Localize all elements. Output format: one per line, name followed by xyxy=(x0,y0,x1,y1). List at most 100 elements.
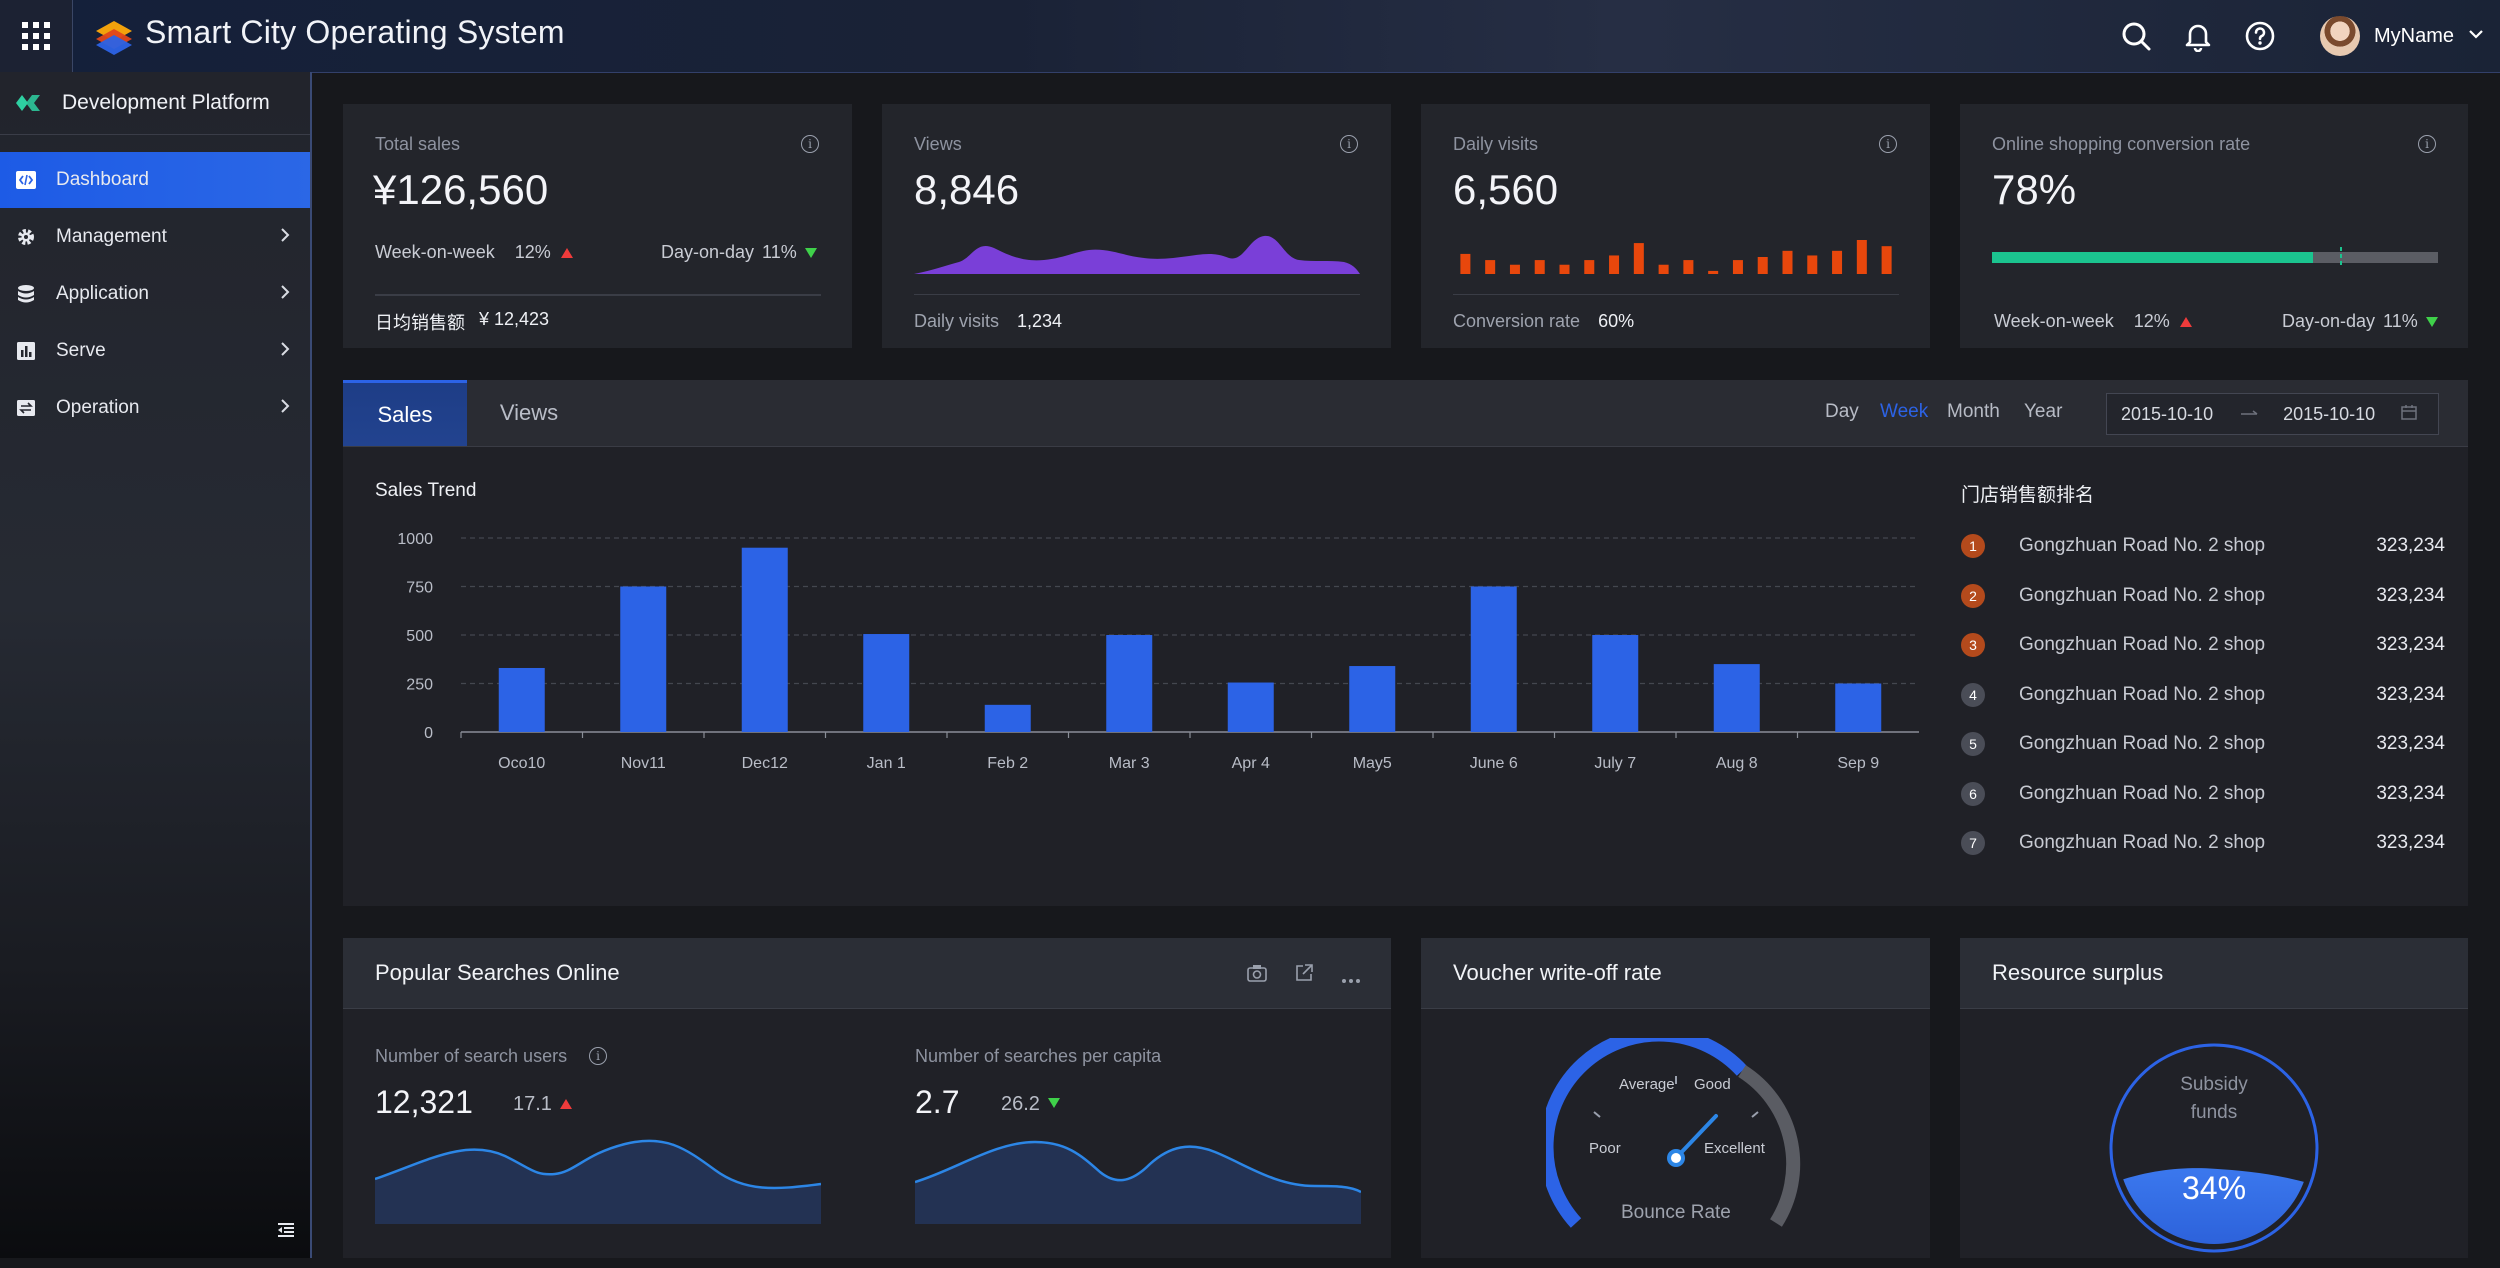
top-bar: Smart City Operating System MyName xyxy=(0,0,2500,73)
ranking-row[interactable]: 1 Gongzhuan Road No. 2 shop 323,234 xyxy=(1961,526,2445,566)
date-start[interactable]: 2015-10-10 xyxy=(2121,403,2214,424)
gear-icon xyxy=(16,227,36,247)
y-tick-label: 0 xyxy=(424,725,433,742)
info-icon[interactable]: i xyxy=(589,1047,607,1065)
gauge-label-poor: Poor xyxy=(1589,1140,1621,1157)
app-grid-icon[interactable] xyxy=(0,0,73,72)
sidebar-item-serve[interactable]: Serve xyxy=(0,323,310,379)
ranking-row[interactable]: 6 Gongzhuan Road No. 2 shop 323,234 xyxy=(1961,774,2445,814)
kpi-label: Online shopping conversion rate xyxy=(1992,134,2251,154)
visits-bar xyxy=(1534,260,1545,274)
shop-sales-value: 323,234 xyxy=(2376,584,2445,606)
sidebar-item-management[interactable]: Management xyxy=(0,209,310,265)
x-tick-label: Mar 3 xyxy=(1109,755,1150,772)
x-tick-label: Dec12 xyxy=(742,755,788,772)
range-week[interactable]: Week xyxy=(1880,401,1929,422)
ranking-title: 门店销售额排名 xyxy=(1961,485,2095,506)
day-on-day: Day-on-day 11% xyxy=(661,242,817,263)
divider xyxy=(375,294,821,296)
range-day[interactable]: Day xyxy=(1825,401,1859,422)
sidebar-title: Development Platform xyxy=(62,91,270,114)
search-users-label: Number of search users xyxy=(375,1046,568,1066)
liquid-gauge-value: 34% xyxy=(2181,1170,2247,1206)
calendar-icon[interactable] xyxy=(2401,404,2417,425)
x-tick-label: Oco10 xyxy=(498,755,545,772)
card-title: Popular Searches Online xyxy=(375,960,620,985)
range-year[interactable]: Year xyxy=(2024,401,2063,422)
rank-number: 1 xyxy=(1961,534,1985,558)
info-icon[interactable]: i xyxy=(801,135,819,153)
collapse-sidebar-icon[interactable] xyxy=(276,1222,296,1243)
user-name: MyName xyxy=(2374,24,2455,47)
range-month[interactable]: Month xyxy=(1947,401,2000,422)
more-icon[interactable] xyxy=(1341,971,1361,989)
x-tick-label: Aug 8 xyxy=(1716,755,1758,772)
export-icon[interactable] xyxy=(1294,963,1314,988)
camera-icon[interactable] xyxy=(1247,964,1267,987)
ranking-row[interactable]: 3 Gongzhuan Road No. 2 shop 323,234 xyxy=(1961,625,2445,665)
rank-number: 7 xyxy=(1961,831,1985,855)
search-icon[interactable] xyxy=(2120,20,2152,52)
info-icon[interactable]: i xyxy=(1879,135,1897,153)
kpi-value: 78% xyxy=(1992,166,2077,213)
help-icon[interactable] xyxy=(2244,20,2276,52)
chevron-right-icon xyxy=(280,227,290,248)
sidebar: Development Platform Dashboard Managemen… xyxy=(0,72,312,1258)
tab-sales[interactable]: Sales xyxy=(343,380,467,446)
ranking-row[interactable]: 7 Gongzhuan Road No. 2 shop 323,234 xyxy=(1961,823,2445,863)
card-title: Resource surplus xyxy=(1992,960,2164,985)
chart-bar xyxy=(1592,635,1639,732)
bell-icon[interactable] xyxy=(2182,20,2214,53)
sidebar-item-label: Application xyxy=(56,283,149,304)
logo-icon xyxy=(94,19,134,60)
visits-bar xyxy=(1757,257,1768,274)
conversion-progress-bar xyxy=(1992,247,2438,268)
card-header: Voucher write-off rate xyxy=(1421,938,1930,1009)
sidebar-item-operation[interactable]: Operation xyxy=(0,380,310,436)
wow-label: Week-on-week xyxy=(375,242,495,262)
sidebar-item-label: Operation xyxy=(56,397,140,418)
date-range-picker[interactable]: 2015-10-10 2015-10-10 xyxy=(2106,393,2439,435)
rank-number: 3 xyxy=(1961,633,1985,657)
shop-name: Gongzhuan Road No. 2 shop xyxy=(2019,683,2266,705)
kpi-label: Daily visits xyxy=(1453,134,1539,154)
resource-surplus-card: Resource surplus Subsidy funds 34% xyxy=(1960,938,2468,1258)
sales-trend-chart: 0 250 500 750 1000 Oco10 Nov11 Dec12 Jan 1 Feb 2 M… xyxy=(397,531,1919,772)
info-icon[interactable]: i xyxy=(1340,135,1358,153)
y-tick-label: 1000 xyxy=(397,531,433,548)
ranking-row[interactable]: 5 Gongzhuan Road No. 2 shop 323,234 xyxy=(1961,724,2445,764)
x-tick-label: May5 xyxy=(1353,755,1392,772)
chevron-down-icon xyxy=(2468,27,2484,45)
shop-name: Gongzhuan Road No. 2 shop xyxy=(2019,584,2266,606)
target-marker xyxy=(2339,247,2342,268)
visits-bar xyxy=(1559,264,1570,274)
shop-sales-value: 323,234 xyxy=(2376,782,2445,804)
sidebar-item-label: Serve xyxy=(56,340,106,361)
y-tick-label: 750 xyxy=(406,580,433,597)
chevron-right-icon xyxy=(280,398,290,419)
wow-label: Week-on-week xyxy=(1994,311,2114,331)
tab-views[interactable]: Views xyxy=(499,400,559,425)
shop-sales-value: 323,234 xyxy=(2376,832,2445,853)
date-end[interactable]: 2015-10-10 xyxy=(2283,403,2376,424)
footer-value: 1,234 xyxy=(1017,311,1063,331)
kpi-value: 8,846 xyxy=(914,166,1020,213)
x-tick-label: July 7 xyxy=(1594,755,1636,772)
wow-value: 12% xyxy=(2133,311,2170,331)
info-icon[interactable]: i xyxy=(2418,135,2436,153)
visits-bar xyxy=(1732,260,1743,274)
chart-bar xyxy=(741,547,788,732)
user-menu[interactable]: MyName xyxy=(2320,16,2484,56)
visits-bar-sparkline xyxy=(1460,240,1892,274)
ranking-row[interactable]: 4 Gongzhuan Road No. 2 shop 323,234 xyxy=(1961,675,2445,715)
gauge-label-good: Good xyxy=(1694,1076,1731,1093)
shop-name: Gongzhuan Road No. 2 shop xyxy=(2019,733,2266,754)
sidebar-item-application[interactable]: Application xyxy=(0,266,310,322)
gauge-caption: Bounce Rate xyxy=(1621,1202,1731,1223)
sidebar-item-dashboard[interactable]: Dashboard xyxy=(0,152,310,208)
footer-label: Conversion rate xyxy=(1453,311,1581,331)
daily-visits-card: Daily visits i 6,560 Conversion rate 60% xyxy=(1421,104,1930,348)
footer-value: 60% xyxy=(1598,311,1635,331)
ranking-row[interactable]: 2 Gongzhuan Road No. 2 shop 323,234 xyxy=(1961,576,2445,616)
dod-label: Day-on-day xyxy=(2282,311,2376,331)
